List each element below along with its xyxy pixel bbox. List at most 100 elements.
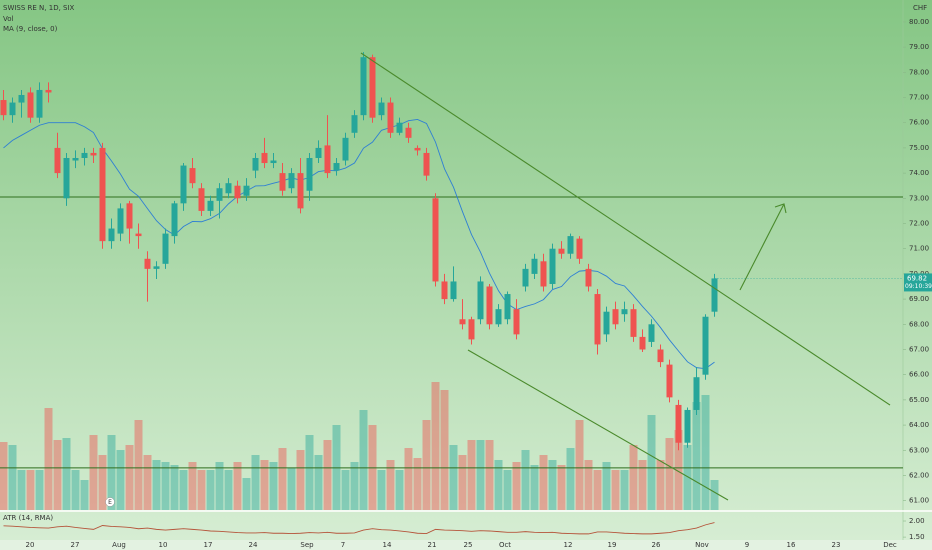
candle-body: [180, 165, 187, 204]
volume-bar: [638, 460, 647, 510]
candle-body: [135, 233, 142, 237]
candle-body: [477, 281, 484, 320]
volume-bar: [26, 470, 35, 510]
y-tick-label: 68.00: [909, 320, 929, 328]
candle-body: [279, 173, 286, 191]
candle-body: [432, 198, 439, 282]
candle-body: [189, 168, 196, 184]
volume-bar: [314, 455, 323, 510]
candle-body: [27, 92, 34, 118]
x-tick-label: 7: [341, 541, 345, 549]
y-tick-label: 71.00: [909, 245, 929, 253]
candle-body: [666, 364, 673, 398]
candle-body: [261, 152, 268, 164]
volume-bar: [458, 455, 467, 510]
volume-bar: [476, 440, 485, 510]
volume-bar: [242, 478, 251, 510]
candle-body: [333, 163, 340, 171]
event-marker: [105, 497, 115, 507]
volume-bar: [386, 460, 395, 510]
atr-line: [3, 522, 715, 535]
y-tick-label: 74.00: [909, 169, 929, 177]
volume-bar: [107, 435, 116, 510]
candle-body: [81, 152, 88, 158]
x-tick-label: 9: [745, 541, 749, 549]
volume-bar: [341, 470, 350, 510]
candle-body: [198, 188, 205, 211]
candle-body: [648, 324, 655, 342]
candle-body: [225, 183, 232, 194]
x-tick-label: 12: [564, 541, 573, 549]
candle-body: [297, 173, 304, 209]
x-tick-label: 23: [832, 541, 841, 549]
candle-body: [324, 145, 331, 174]
y-tick-label: 62.00: [909, 471, 929, 479]
trend-line: [467, 349, 729, 501]
volume-bar: [530, 465, 539, 510]
drawings: [360, 52, 891, 501]
candle-body: [423, 152, 430, 176]
legend-ma: MA (9, close, 0): [3, 25, 58, 33]
y-tick-label: 69.00: [909, 295, 929, 303]
x-tick-label: 10: [159, 541, 168, 549]
volume-bar: [188, 462, 197, 510]
volume-bar: [44, 408, 53, 510]
volume-bar: [134, 420, 143, 510]
candle-body: [45, 89, 52, 93]
volume-bar: [449, 445, 458, 510]
volume-bar: [350, 462, 359, 510]
volume-bar: [377, 470, 386, 510]
candle-body: [594, 294, 601, 345]
time-axis-background: [0, 540, 932, 550]
volume-bar: [503, 470, 512, 510]
candle-body: [369, 57, 376, 118]
volume-bar: [179, 470, 188, 510]
candle-body: [252, 157, 259, 171]
volume-bar: [692, 402, 701, 510]
x-tick-label: 14: [383, 541, 392, 549]
volume-bar: [71, 470, 80, 510]
y-tick-label: 65.00: [909, 396, 929, 404]
candle-body: [612, 309, 619, 325]
x-tick-label: 19: [608, 541, 617, 549]
candle-body: [0, 100, 7, 116]
volume-bar: [395, 470, 404, 510]
volume-bar: [413, 458, 422, 510]
volume-bar: [404, 448, 413, 510]
volume-bar: [512, 462, 521, 510]
candle-body: [495, 309, 502, 325]
chart-title: SWISS RE N, 1D, SIX: [3, 4, 75, 12]
event-label: E: [108, 499, 112, 506]
y-tick-label: 64.00: [909, 421, 929, 429]
candle-body: [108, 228, 115, 242]
candle-body: [270, 160, 277, 164]
candle-body: [513, 309, 520, 335]
y-tick-label: 63.00: [909, 446, 929, 454]
candle-body: [9, 102, 16, 116]
candle-body: [99, 147, 106, 242]
candle-body: [126, 203, 133, 229]
candle-body: [234, 185, 241, 199]
y-tick-label: 67.00: [909, 345, 929, 353]
volume-bar: [116, 450, 125, 510]
volume-bar: [485, 440, 494, 510]
atr-tick-label: 1.50: [909, 533, 925, 541]
volume-bar: [683, 445, 692, 510]
ma-line: [3, 118, 715, 370]
x-tick-label: Dec: [883, 541, 897, 549]
x-tick-label: 25: [464, 541, 473, 549]
volume-bar: [233, 462, 242, 510]
volume-bar: [440, 390, 449, 510]
volume-bar: [701, 395, 710, 510]
y-tick-label: 79.00: [909, 43, 929, 51]
volume-bar: [422, 420, 431, 510]
volume-bar: [89, 435, 98, 510]
candle-body: [18, 94, 25, 103]
y-tick-label: 76.00: [909, 119, 929, 127]
candle-body: [360, 57, 367, 116]
y-tick-label: 78.00: [909, 68, 929, 76]
candle-body: [54, 147, 61, 174]
arrow-head: [774, 203, 787, 214]
